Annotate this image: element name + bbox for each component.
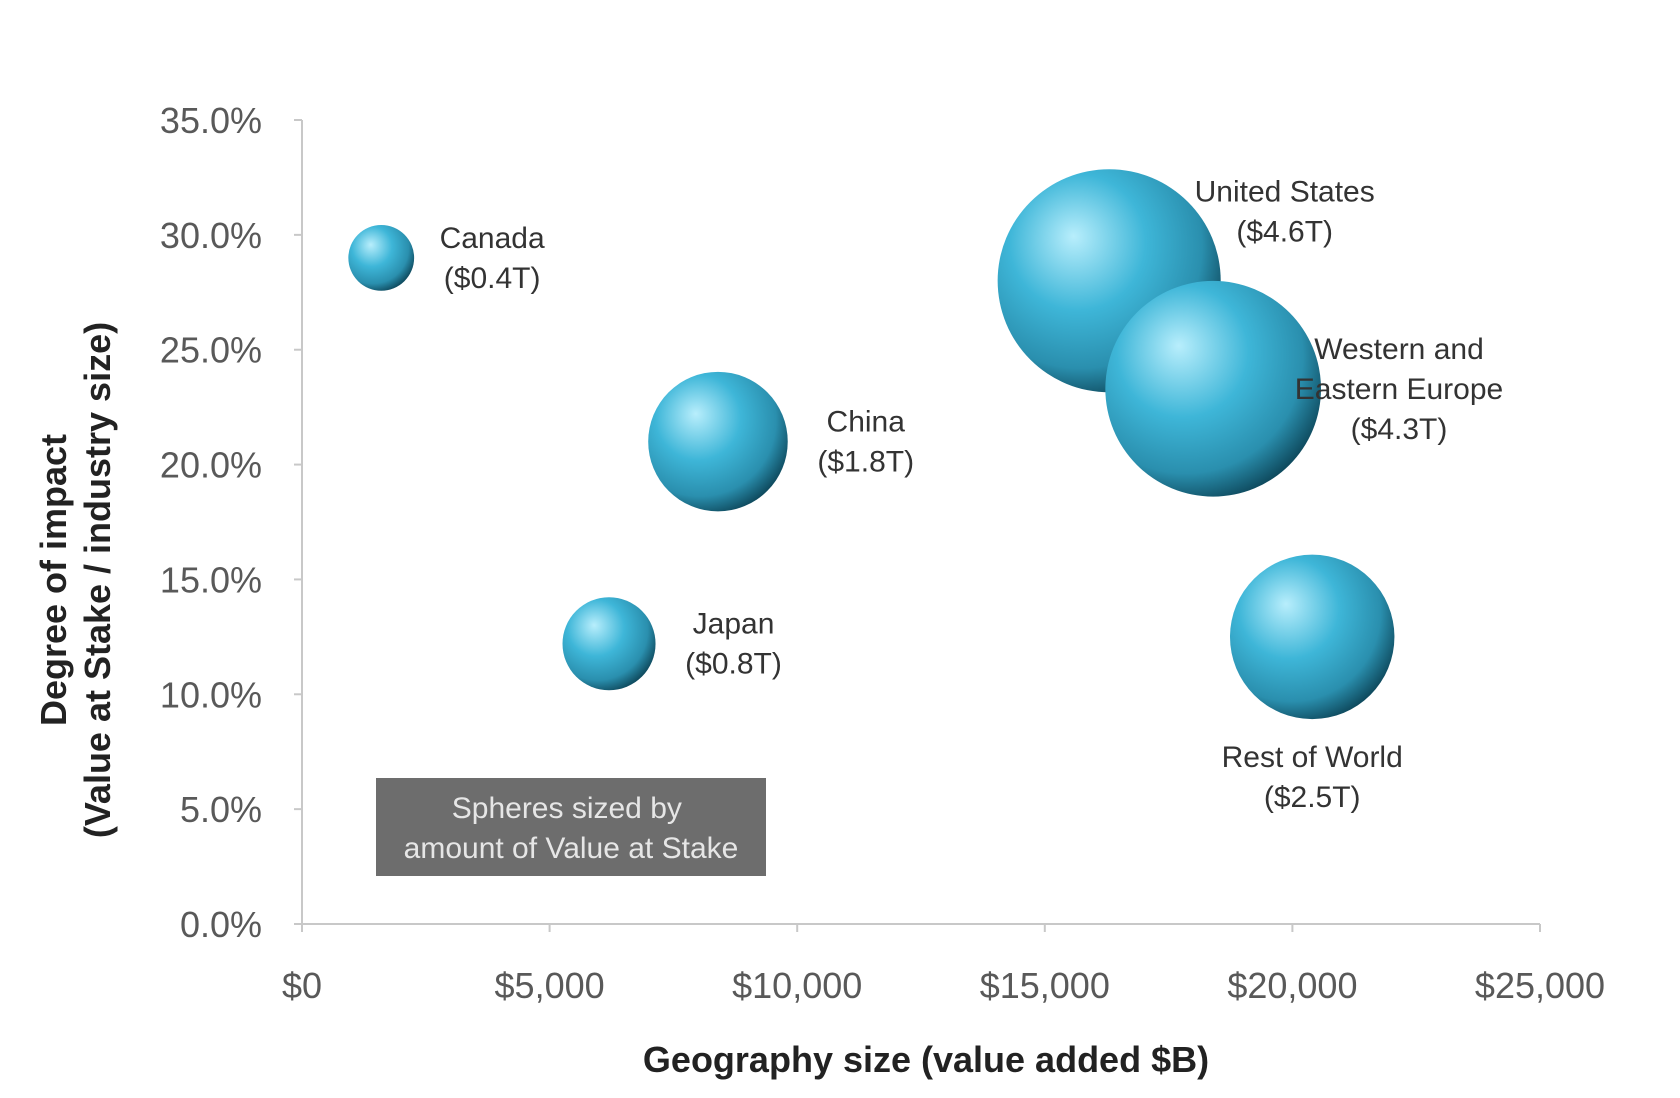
bubble-label-line: ($0.4T) bbox=[444, 262, 541, 295]
axes: 0.0% 5.0% 10.0% 15.0% 20.0% 25.0% 30.0% 35.0% $0… bbox=[160, 100, 1605, 1006]
size-note-line-1: Spheres sized by bbox=[452, 792, 682, 825]
bubble-label-line: Western and bbox=[1314, 333, 1484, 366]
y-axis-title-line-2: (Value at Stake / industry size) bbox=[77, 322, 118, 838]
x-tick-label: $10,000 bbox=[732, 965, 862, 1006]
bubble-japan bbox=[562, 597, 656, 691]
bubble-label-western-and-eastern-europe: Western and Eastern Europe ($4.3T) bbox=[1295, 333, 1503, 446]
bubbles bbox=[348, 169, 1395, 720]
y-tick-label: 25.0% bbox=[160, 330, 262, 371]
bubble-label-line: Canada bbox=[440, 222, 545, 255]
bubble-label-japan: Japan ($0.8T) bbox=[685, 608, 782, 681]
bubble-label-line: Japan bbox=[693, 608, 775, 641]
x-axis-title: Geography size (value added $B) bbox=[643, 1039, 1209, 1080]
size-note-line-2: amount of Value at Stake bbox=[404, 832, 739, 865]
bubble-china bbox=[648, 371, 788, 512]
y-axis-title: Degree of impact (Value at Stake / indus… bbox=[33, 322, 118, 838]
bubble-label-line: ($2.5T) bbox=[1264, 781, 1361, 814]
bubble-label-line: ($0.8T) bbox=[685, 648, 782, 681]
bubble-label-canada: Canada ($0.4T) bbox=[440, 222, 545, 295]
y-tick-label: 15.0% bbox=[160, 559, 262, 600]
size-note-box bbox=[376, 778, 766, 876]
bubble-labels: Canada ($0.4T) Japan ($0.8T) China ($1.8T) Uni… bbox=[440, 175, 1504, 814]
size-note-text: Spheres sized by amount of Value at Stak… bbox=[404, 792, 739, 865]
x-tick-label: $15,000 bbox=[980, 965, 1110, 1006]
y-tick-label: 20.0% bbox=[160, 445, 262, 486]
y-tick-label: 10.0% bbox=[160, 674, 262, 715]
x-tick-label: $5,000 bbox=[495, 965, 605, 1006]
bubble-label-rest-of-world: Rest of World ($2.5T) bbox=[1222, 741, 1403, 814]
y-axis-title-line-1: Degree of impact bbox=[33, 434, 74, 726]
bubble-label-line: ($4.3T) bbox=[1351, 413, 1448, 446]
size-note: Spheres sized by amount of Value at Stak… bbox=[376, 778, 766, 876]
y-tick-label: 5.0% bbox=[180, 789, 262, 830]
y-tick-label: 30.0% bbox=[160, 215, 262, 256]
y-tick-label: 0.0% bbox=[180, 904, 262, 945]
x-tick-label: $0 bbox=[282, 965, 322, 1006]
bubble-label-line: Eastern Europe bbox=[1295, 373, 1503, 406]
x-tick-label: $20,000 bbox=[1227, 965, 1357, 1006]
bubble-rest-of-world bbox=[1229, 554, 1395, 720]
bubble-label-united-states: United States ($4.6T) bbox=[1195, 175, 1375, 248]
bubble-label-line: United States bbox=[1195, 175, 1375, 208]
x-tick-label: $25,000 bbox=[1475, 965, 1605, 1006]
y-tick-label: 35.0% bbox=[160, 100, 262, 141]
bubble-canada bbox=[348, 224, 415, 291]
bubble-label-line: ($4.6T) bbox=[1236, 215, 1333, 248]
bubble-western-and-eastern-europe bbox=[1105, 280, 1321, 497]
bubble-label-line: Rest of World bbox=[1222, 741, 1403, 774]
bubble-label-line: ($1.8T) bbox=[817, 446, 914, 479]
bubble-label-china: China ($1.8T) bbox=[817, 406, 914, 479]
bubble-label-line: China bbox=[827, 406, 906, 439]
